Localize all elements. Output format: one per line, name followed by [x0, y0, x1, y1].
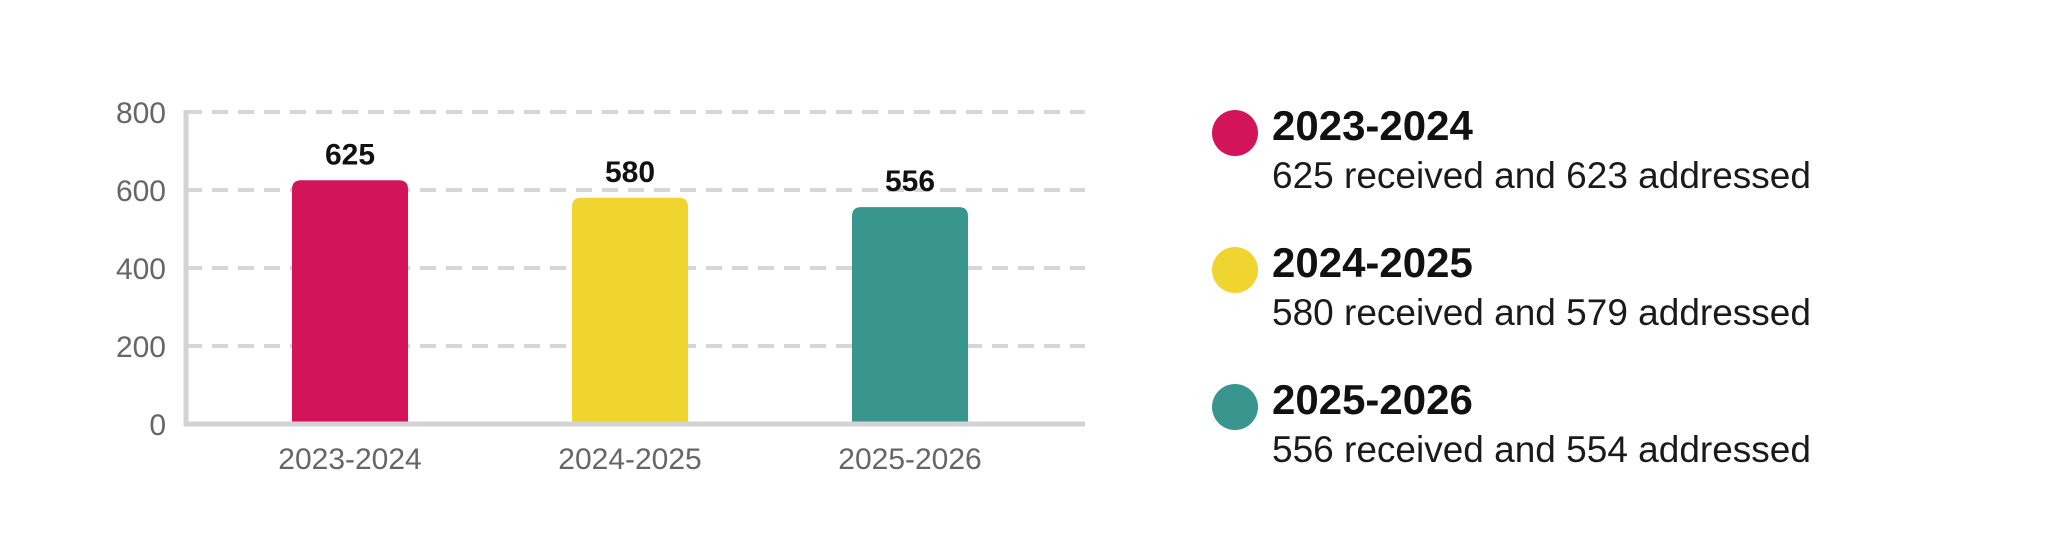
value-label: 580: [605, 156, 655, 189]
legend-description: 556 received and 554 addressed: [1272, 429, 1811, 470]
legend-description: 580 received and 579 addressed: [1272, 292, 1811, 333]
legend-description: 625 received and 623 addressed: [1272, 155, 1811, 196]
y-tick-labels: 0 200 400 600 800: [116, 97, 166, 442]
x-tick-labels: 2023-2024 2024-2025 2025-2026: [278, 443, 981, 476]
x-tick-label: 2024-2025: [558, 443, 701, 476]
legend: 2023-2024 625 received and 623 addressed…: [1212, 100, 2012, 511]
legend-swatch-circle-icon: [1212, 384, 1258, 430]
legend-title: 2024-2025: [1272, 239, 1473, 286]
legend-item-2023-2024: 2023-2024 625 received and 623 addressed: [1212, 100, 2012, 237]
legend-title: 2025-2026: [1272, 376, 1473, 423]
y-tick-label: 200: [116, 331, 166, 364]
axes: [183, 110, 1085, 427]
value-label: 556: [885, 165, 935, 198]
y-tick-label: 400: [116, 253, 166, 286]
legend-swatch-circle-icon: [1212, 110, 1258, 156]
bar-chart: 0 200 400 600 800 2023-2024 2024-2025 2025-202…: [116, 97, 1085, 476]
y-tick-label: 0: [149, 409, 166, 442]
legend-swatch-circle-icon: [1212, 247, 1258, 293]
bars: [292, 180, 968, 424]
y-tick-label: 800: [116, 97, 166, 130]
x-tick-label: 2025-2026: [838, 443, 981, 476]
value-labels: 625 580 556: [325, 138, 935, 198]
bar-2025-2026: [852, 207, 968, 424]
legend-item-2025-2026: 2025-2026 556 received and 554 addressed: [1212, 374, 2012, 511]
value-label: 625: [325, 138, 375, 171]
bar-2023-2024: [292, 180, 408, 424]
y-tick-label: 600: [116, 175, 166, 208]
legend-item-2024-2025: 2024-2025 580 received and 579 addressed: [1212, 237, 2012, 374]
x-tick-label: 2023-2024: [278, 443, 421, 476]
bar-2024-2025: [572, 197, 688, 424]
legend-title: 2023-2024: [1272, 102, 1473, 149]
